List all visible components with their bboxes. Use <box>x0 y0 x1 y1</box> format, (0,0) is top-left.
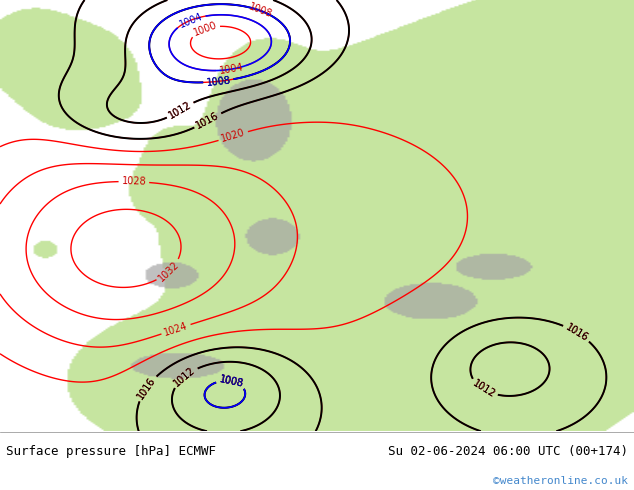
Text: 1032: 1032 <box>157 259 181 283</box>
Text: 1016: 1016 <box>195 110 221 131</box>
Text: 1016: 1016 <box>136 375 158 401</box>
Text: 1016: 1016 <box>564 322 590 343</box>
Text: 1012: 1012 <box>470 379 496 400</box>
Text: 1000: 1000 <box>192 20 218 38</box>
Text: Surface pressure [hPa] ECMWF: Surface pressure [hPa] ECMWF <box>6 445 216 458</box>
Text: 1016: 1016 <box>195 110 221 131</box>
Text: 1024: 1024 <box>163 320 190 338</box>
Text: 1008: 1008 <box>205 75 231 88</box>
Text: 1008: 1008 <box>205 75 231 88</box>
Text: ©weatheronline.co.uk: ©weatheronline.co.uk <box>493 476 628 486</box>
Text: 1020: 1020 <box>220 128 247 145</box>
Text: 1008: 1008 <box>248 2 274 20</box>
Text: 1012: 1012 <box>167 100 193 121</box>
Text: 1012: 1012 <box>172 365 197 388</box>
Text: 1004: 1004 <box>178 11 204 29</box>
Text: 1016: 1016 <box>564 322 590 343</box>
Text: 1008: 1008 <box>218 374 244 389</box>
Text: 1008: 1008 <box>218 374 244 389</box>
Text: 1012: 1012 <box>167 100 193 121</box>
Text: 1028: 1028 <box>122 176 146 187</box>
Text: 1016: 1016 <box>136 375 158 401</box>
Text: 1004: 1004 <box>218 62 244 76</box>
Text: 1008: 1008 <box>218 374 244 389</box>
Text: 1012: 1012 <box>172 365 197 388</box>
Text: Su 02-06-2024 06:00 UTC (00+174): Su 02-06-2024 06:00 UTC (00+174) <box>387 445 628 458</box>
Text: 1012: 1012 <box>470 379 496 400</box>
